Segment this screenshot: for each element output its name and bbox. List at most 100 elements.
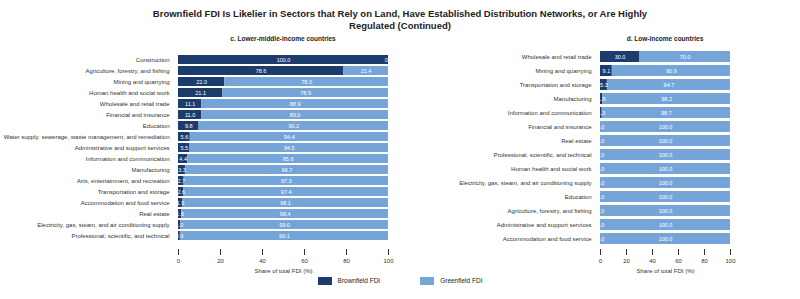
svg-text:98.1: 98.1 <box>280 200 291 206</box>
svg-text:40: 40 <box>259 258 266 264</box>
svg-text:Information and communication: Information and communication <box>86 156 170 162</box>
svg-text:Accommodation and food service: Accommodation and food service <box>81 200 170 206</box>
svg-text:2.7: 2.7 <box>178 178 186 184</box>
svg-text:Arts, entertainment, and recre: Arts, entertainment, and recreation <box>77 178 169 184</box>
svg-text:1.6: 1.6 <box>176 211 184 217</box>
svg-text:100.0: 100.0 <box>659 208 673 214</box>
svg-text:78.6: 78.6 <box>256 68 267 74</box>
svg-text:1.8: 1.8 <box>598 96 606 102</box>
svg-text:Education: Education <box>143 123 170 129</box>
svg-text:90.2: 90.2 <box>288 123 299 129</box>
svg-text:5.6: 5.6 <box>181 134 189 140</box>
svg-text:95.6: 95.6 <box>283 156 294 162</box>
svg-text:5.5: 5.5 <box>180 145 188 151</box>
svg-text:Real estate: Real estate <box>561 138 592 144</box>
svg-text:88.9: 88.9 <box>290 101 301 107</box>
svg-text:94.5: 94.5 <box>284 145 295 151</box>
svg-text:Professional, scientific, and: Professional, scientific, and technical <box>493 152 591 158</box>
svg-text:Mining and quarrying: Mining and quarrying <box>535 68 591 74</box>
svg-text:70.0: 70.0 <box>680 54 691 60</box>
svg-text:94.4: 94.4 <box>284 134 295 140</box>
svg-text:0.0: 0.0 <box>597 208 605 214</box>
svg-text:89.0: 89.0 <box>290 112 301 118</box>
svg-text:97.3: 97.3 <box>281 178 292 184</box>
svg-text:2.6: 2.6 <box>177 189 185 195</box>
svg-text:0.0: 0.0 <box>597 166 605 172</box>
svg-text:98.2: 98.2 <box>661 96 672 102</box>
svg-text:100.0: 100.0 <box>659 152 673 158</box>
svg-text:100.0: 100.0 <box>659 166 673 172</box>
svg-text:9.8: 9.8 <box>185 123 193 129</box>
svg-text:0: 0 <box>177 258 181 264</box>
svg-text:0.0: 0.0 <box>597 194 605 200</box>
svg-text:0.0: 0.0 <box>597 152 605 158</box>
svg-text:5.3: 5.3 <box>600 82 608 88</box>
svg-text:3.3: 3.3 <box>178 167 186 173</box>
svg-text:0.0: 0.0 <box>597 124 605 130</box>
svg-text:Wholesale and retail trade: Wholesale and retail trade <box>100 101 170 107</box>
svg-text:100.0: 100.0 <box>659 124 673 130</box>
svg-text:90.9: 90.9 <box>666 68 677 74</box>
svg-text:0.0: 0.0 <box>597 138 605 144</box>
svg-text:Share of total FDI (%): Share of total FDI (%) <box>254 268 312 274</box>
svg-text:Manufacturing: Manufacturing <box>553 96 591 102</box>
svg-text:Share of total FDI (%): Share of total FDI (%) <box>636 268 694 274</box>
svg-text:9.1: 9.1 <box>603 68 611 74</box>
svg-text:100.0: 100.0 <box>659 236 673 242</box>
svg-text:100.0: 100.0 <box>659 138 673 144</box>
svg-text:40: 40 <box>649 258 656 264</box>
svg-text:0.0: 0.0 <box>597 236 605 242</box>
svg-text:22.0: 22.0 <box>196 79 207 85</box>
svg-text:Wholesale and retail trade: Wholesale and retail trade <box>522 54 592 60</box>
svg-text:Electricity, gas, steam, and a: Electricity, gas, steam, and air conditi… <box>459 180 591 186</box>
svg-text:1.0: 1.0 <box>176 222 184 228</box>
svg-text:78.0: 78.0 <box>301 79 312 85</box>
svg-text:0.0: 0.0 <box>597 222 605 228</box>
svg-text:1.9: 1.9 <box>177 200 185 206</box>
svg-text:Transportation and storage: Transportation and storage <box>520 82 592 88</box>
svg-text:100: 100 <box>383 258 394 264</box>
svg-text:Accommodation and food service: Accommodation and food service <box>503 236 592 242</box>
svg-text:20: 20 <box>623 258 630 264</box>
svg-text:Financial and insurance: Financial and insurance <box>528 124 592 130</box>
svg-text:4.4: 4.4 <box>179 156 187 162</box>
svg-text:Human health and social work: Human health and social work <box>89 90 170 96</box>
svg-text:Transportation and storage: Transportation and storage <box>98 189 170 195</box>
svg-text:Administrative and support ser: Administrative and support services <box>75 145 170 151</box>
svg-text:Construction: Construction <box>136 57 170 63</box>
svg-text:100: 100 <box>725 258 736 264</box>
svg-text:100.0: 100.0 <box>659 180 673 186</box>
svg-text:21.1: 21.1 <box>195 90 206 96</box>
svg-text:Agriculture, forestry, and fis: Agriculture, forestry, and fishing <box>86 68 170 74</box>
svg-text:Human health and social work: Human health and social work <box>511 166 592 172</box>
svg-text:0.0: 0.0 <box>385 57 393 63</box>
svg-text:Manufacturing: Manufacturing <box>131 167 169 173</box>
svg-text:Information and communication: Information and communication <box>508 110 592 116</box>
svg-text:0.9: 0.9 <box>176 233 184 239</box>
svg-text:94.7: 94.7 <box>664 82 675 88</box>
svg-text:60: 60 <box>675 258 682 264</box>
svg-text:100.0: 100.0 <box>277 57 291 63</box>
svg-text:20: 20 <box>217 258 224 264</box>
svg-text:0.0: 0.0 <box>597 180 605 186</box>
svg-text:78.9: 78.9 <box>300 90 311 96</box>
svg-text:Electricity, gas, steam, and a: Electricity, gas, steam, and air conditi… <box>37 222 169 228</box>
svg-text:98.7: 98.7 <box>661 110 672 116</box>
svg-text:Professional, scientific, and: Professional, scientific, and technical <box>71 233 169 239</box>
svg-text:Financial and insurance: Financial and insurance <box>106 112 170 118</box>
svg-text:21.4: 21.4 <box>361 68 372 74</box>
svg-text:Mining and quarrying: Mining and quarrying <box>113 79 169 85</box>
svg-text:Water supply, sewerage, waste: Water supply, sewerage, waste management… <box>4 134 170 140</box>
svg-text:Agriculture, forestry, and fis: Agriculture, forestry, and fishing <box>508 208 592 214</box>
svg-text:60: 60 <box>301 258 308 264</box>
svg-text:Real estate: Real estate <box>139 211 170 217</box>
svg-text:Administrative and support ser: Administrative and support services <box>497 222 592 228</box>
svg-text:Education: Education <box>565 194 592 200</box>
svg-text:96.7: 96.7 <box>282 167 293 173</box>
svg-text:0: 0 <box>599 258 603 264</box>
svg-text:30.0: 30.0 <box>615 54 626 60</box>
svg-text:99.1: 99.1 <box>279 233 290 239</box>
svg-text:11.1: 11.1 <box>185 101 195 107</box>
svg-text:100.0: 100.0 <box>659 194 673 200</box>
svg-text:97.4: 97.4 <box>281 189 292 195</box>
